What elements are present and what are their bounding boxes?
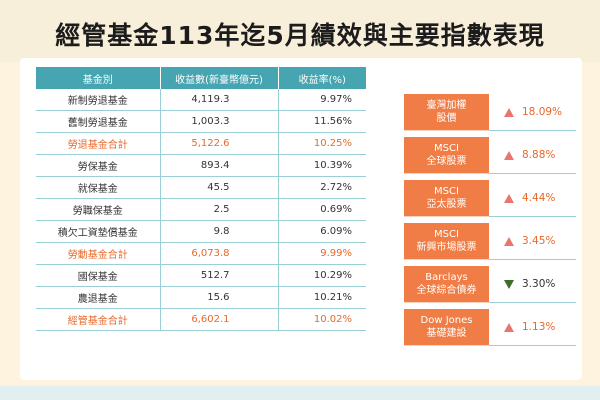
- income-cell: 4,119.3: [160, 89, 279, 111]
- index-name-box: Dow Jones 基礎建設: [404, 309, 489, 346]
- index-name-line2: 全球綜合債券: [416, 285, 477, 296]
- table-row: 新制勞退基金 4,119.3 9.97%: [36, 89, 366, 111]
- index-row: Dow Jones 基礎建設 1.13%: [404, 309, 576, 346]
- income-cell: 512.7: [160, 264, 279, 287]
- index-name-line1: MSCI: [434, 143, 459, 154]
- income-cell: 2.5: [160, 198, 279, 221]
- index-change: 3.45%: [500, 223, 576, 259]
- table-row: 農退基金 15.6 10.21%: [36, 286, 366, 309]
- fund-name-cell: 勞退基金合計: [36, 132, 161, 155]
- index-change-value: 3.45%: [522, 235, 556, 247]
- triangle-down-icon: [504, 279, 514, 289]
- triangle-up-icon: [504, 150, 514, 160]
- index-name-line2: 股價: [436, 113, 457, 124]
- triangle-up-icon: [504, 107, 514, 117]
- index-name-line1: MSCI: [434, 186, 459, 197]
- income-cell: 5,122.6: [160, 132, 279, 155]
- table-header-row: 基金別 收益數(新臺幣億元) 收益率(%): [36, 67, 366, 89]
- index-change: 8.88%: [500, 137, 576, 173]
- table-row: 積欠工資墊償基金 9.8 6.09%: [36, 220, 366, 243]
- index-row: Barclays 全球綜合債券 3.30%: [404, 266, 576, 303]
- index-change-value: 8.88%: [522, 149, 556, 161]
- index-name-box: 臺灣加權 股價: [404, 94, 489, 131]
- header-income: 收益數(新臺幣億元): [160, 67, 279, 89]
- income-cell: 893.4: [160, 154, 279, 177]
- bottom-band: [0, 386, 600, 400]
- index-name-line1: Barclays: [425, 272, 468, 283]
- rate-cell: 9.97%: [278, 89, 366, 111]
- rate-cell: 9.99%: [278, 242, 366, 265]
- index-name-line2: 亞太股票: [426, 199, 467, 210]
- rate-cell: 2.72%: [278, 176, 366, 199]
- index-change-value: 4.44%: [522, 192, 556, 204]
- table-row: 經管基金合計 6,602.1 10.02%: [36, 308, 366, 331]
- table-row: 舊制勞退基金 1,003.3 11.56%: [36, 110, 366, 133]
- index-name-box: MSCI 新興市場股票: [404, 223, 489, 260]
- header-rate: 收益率(%): [278, 67, 366, 89]
- index-change-value: 1.13%: [522, 321, 556, 333]
- income-cell: 45.5: [160, 176, 279, 199]
- index-panel: 臺灣加權 股價 18.09% MSCI 全球股票 8.88% MSCI 亞太股票 4.44% MS…: [404, 94, 576, 352]
- table-row: 勞職保基金 2.5 0.69%: [36, 198, 366, 221]
- income-cell: 9.8: [160, 220, 279, 243]
- income-cell: 15.6: [160, 286, 279, 309]
- index-name-line2: 全球股票: [426, 156, 467, 167]
- fund-name-cell: 勞職保基金: [36, 198, 161, 221]
- triangle-up-icon: [504, 322, 514, 332]
- page-title: 經管基金113年迄5月績效與主要指數表現: [55, 21, 545, 50]
- table-row: 勞動基金合計 6,073.8 9.99%: [36, 242, 366, 265]
- index-change: 3.30%: [500, 266, 576, 302]
- rate-cell: 10.02%: [278, 308, 366, 331]
- index-change: 18.09%: [500, 94, 576, 130]
- index-name-line1: MSCI: [434, 229, 459, 240]
- fund-name-cell: 勞動基金合計: [36, 242, 161, 265]
- index-name-box: MSCI 全球股票: [404, 137, 489, 174]
- rate-cell: 10.29%: [278, 264, 366, 287]
- index-name-line1: 臺灣加權: [426, 100, 467, 111]
- fund-name-cell: 農退基金: [36, 286, 161, 309]
- table-row: 勞保基金 893.4 10.39%: [36, 154, 366, 177]
- fund-name-cell: 勞保基金: [36, 154, 161, 177]
- index-name-box: MSCI 亞太股票: [404, 180, 489, 217]
- index-change-value: 3.30%: [522, 278, 556, 290]
- index-name-line1: Dow Jones: [420, 315, 473, 326]
- fund-name-cell: 新制勞退基金: [36, 89, 161, 111]
- index-row: 臺灣加權股價 18.09%: [404, 94, 576, 131]
- rate-cell: 10.21%: [278, 286, 366, 309]
- fund-name-cell: 國保基金: [36, 264, 161, 287]
- rate-cell: 10.39%: [278, 154, 366, 177]
- rate-cell: 10.25%: [278, 132, 366, 155]
- header-fund: 基金別: [36, 67, 161, 89]
- triangle-up-icon: [504, 236, 514, 246]
- table-row: 勞退基金合計 5,122.6 10.25%: [36, 132, 366, 155]
- rate-cell: 11.56%: [278, 110, 366, 133]
- income-cell: 1,003.3: [160, 110, 279, 133]
- index-row: MSCI 全球股票 8.88%: [404, 137, 576, 174]
- title-band: [0, 0, 600, 62]
- rate-cell: 0.69%: [278, 198, 366, 221]
- fund-name-cell: 舊制勞退基金: [36, 110, 161, 133]
- index-row: MSCI 亞太股票 4.44%: [404, 180, 576, 217]
- index-name-line2: 新興市場股票: [416, 242, 477, 253]
- fund-name-cell: 經管基金合計: [36, 308, 161, 331]
- index-change: 1.13%: [500, 309, 576, 345]
- index-change-value: 18.09%: [522, 106, 563, 118]
- rate-cell: 6.09%: [278, 220, 366, 243]
- fund-name-cell: 積欠工資墊償基金: [36, 220, 161, 243]
- fund-name-cell: 就保基金: [36, 176, 161, 199]
- table-row: 就保基金 45.5 2.72%: [36, 176, 366, 199]
- index-row: MSCI 新興市場股票 3.45%: [404, 223, 576, 260]
- income-cell: 6,073.8: [160, 242, 279, 265]
- income-cell: 6,602.1: [160, 308, 279, 331]
- index-name-box: Barclays 全球綜合債券: [404, 266, 489, 303]
- fund-performance-table: 基金別 收益數(新臺幣億元) 收益率(%) 新制勞退基金 4,119.3 9.97%…: [36, 67, 366, 331]
- table-row: 國保基金 512.7 10.29%: [36, 264, 366, 287]
- index-name-line2: 基礎建設: [426, 328, 467, 339]
- index-change: 4.44%: [500, 180, 576, 216]
- triangle-up-icon: [504, 193, 514, 203]
